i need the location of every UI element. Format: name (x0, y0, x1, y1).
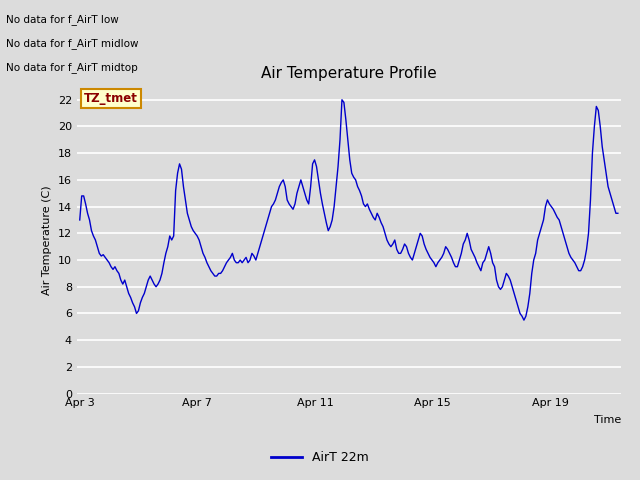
Text: No data for f_AirT midlow: No data for f_AirT midlow (6, 38, 139, 49)
Legend: AirT 22m: AirT 22m (266, 446, 374, 469)
Text: TZ_tmet: TZ_tmet (84, 93, 138, 106)
Title: Air Temperature Profile: Air Temperature Profile (261, 66, 436, 81)
Text: No data for f_AirT midtop: No data for f_AirT midtop (6, 62, 138, 73)
Y-axis label: Air Temperature (C): Air Temperature (C) (42, 185, 52, 295)
Text: Time: Time (593, 415, 621, 425)
Text: No data for f_AirT low: No data for f_AirT low (6, 14, 119, 25)
